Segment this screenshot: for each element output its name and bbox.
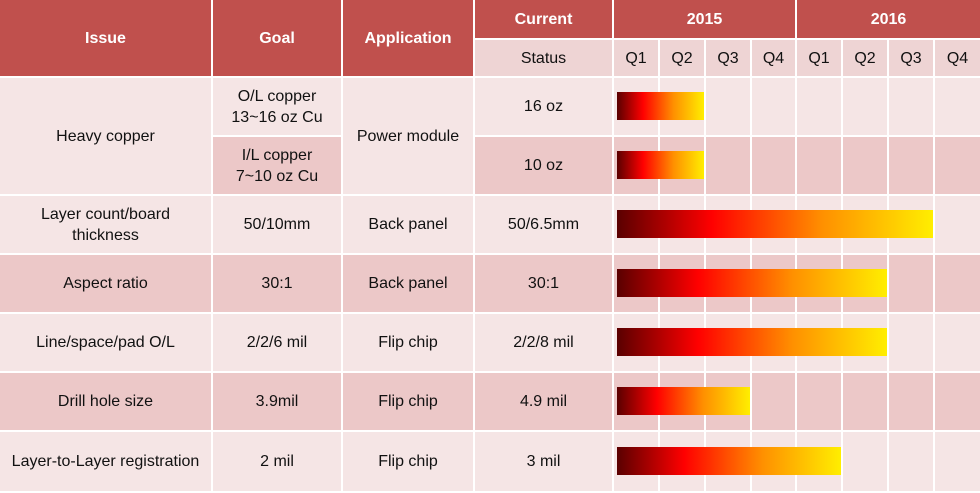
- current-status-cell: 3 mil: [475, 432, 614, 493]
- application-cell: Power module: [343, 78, 475, 196]
- quarter-header: Q4: [752, 40, 797, 78]
- header-goal: Goal: [213, 0, 343, 78]
- quarter-header: Q1: [797, 40, 843, 78]
- issue-cell: Layer-to-Layer registration: [0, 432, 213, 493]
- application-cell: Back panel: [343, 196, 475, 255]
- quarter-cell: [889, 137, 935, 196]
- quarter-cell: [935, 255, 980, 314]
- quarter-cell: [889, 78, 935, 137]
- timeline-bar: [617, 269, 887, 297]
- current-status-cell: 50/6.5mm: [475, 196, 614, 255]
- quarter-cell: [889, 314, 935, 373]
- timeline-bar: [617, 447, 841, 475]
- goal-cell: 2/2/6 mil: [213, 314, 343, 373]
- timeline-bar: [617, 210, 933, 238]
- quarter-header: Q3: [706, 40, 752, 78]
- quarter-cell: [797, 78, 843, 137]
- application-cell: Back panel: [343, 255, 475, 314]
- quarter-cell: [935, 314, 980, 373]
- quarter-header: Q2: [660, 40, 706, 78]
- goal-cell: 3.9mil: [213, 373, 343, 432]
- application-cell: Flip chip: [343, 432, 475, 493]
- header-year-2015: 2015: [614, 0, 797, 40]
- current-status-cell: 16 oz: [475, 78, 614, 137]
- quarter-cell: [935, 196, 980, 255]
- quarter-cell: [843, 432, 889, 493]
- quarter-cell: [752, 373, 797, 432]
- issue-cell: Heavy copper: [0, 78, 213, 196]
- quarter-cell: [935, 78, 980, 137]
- goal-cell: I/L copper 7~10 oz Cu: [213, 137, 343, 196]
- quarter-cell: [752, 137, 797, 196]
- timeline-bar: [617, 328, 887, 356]
- current-status-cell: 4.9 mil: [475, 373, 614, 432]
- header-year-2016: 2016: [797, 0, 980, 40]
- quarter-cell: [889, 255, 935, 314]
- current-status-cell: 30:1: [475, 255, 614, 314]
- quarter-cell: [706, 137, 752, 196]
- quarter-cell: [889, 432, 935, 493]
- goal-cell: 50/10mm: [213, 196, 343, 255]
- goal-cell: O/L copper 13~16 oz Cu: [213, 78, 343, 137]
- quarter-cell: [797, 373, 843, 432]
- issue-cell: Drill hole size: [0, 373, 213, 432]
- application-cell: Flip chip: [343, 314, 475, 373]
- quarter-header: Q1: [614, 40, 660, 78]
- current-status-cell: 2/2/8 mil: [475, 314, 614, 373]
- quarter-cell: [935, 432, 980, 493]
- issue-cell: Aspect ratio: [0, 255, 213, 314]
- quarter-cell: [889, 373, 935, 432]
- quarter-cell: [843, 373, 889, 432]
- issue-cell: Layer count/board thickness: [0, 196, 213, 255]
- quarter-cell: [935, 373, 980, 432]
- quarter-cell: [843, 78, 889, 137]
- quarter-cell: [935, 137, 980, 196]
- timeline-bar: [617, 92, 704, 120]
- quarter-cell: [706, 78, 752, 137]
- goal-cell: 30:1: [213, 255, 343, 314]
- header-application: Application: [343, 0, 475, 78]
- goal-cell: 2 mil: [213, 432, 343, 493]
- header-current: Current: [475, 0, 614, 40]
- timeline-bar: [617, 387, 750, 415]
- quarter-header: Q4: [935, 40, 980, 78]
- quarter-header: Q2: [843, 40, 889, 78]
- timeline-bar: [617, 151, 704, 179]
- quarter-cell: [843, 137, 889, 196]
- issue-cell: Line/space/pad O/L: [0, 314, 213, 373]
- quarter-cell: [752, 78, 797, 137]
- current-status-cell: 10 oz: [475, 137, 614, 196]
- header-status: Status: [475, 40, 614, 78]
- application-cell: Flip chip: [343, 373, 475, 432]
- header-issue: Issue: [0, 0, 213, 78]
- quarter-cell: [797, 137, 843, 196]
- quarter-header: Q3: [889, 40, 935, 78]
